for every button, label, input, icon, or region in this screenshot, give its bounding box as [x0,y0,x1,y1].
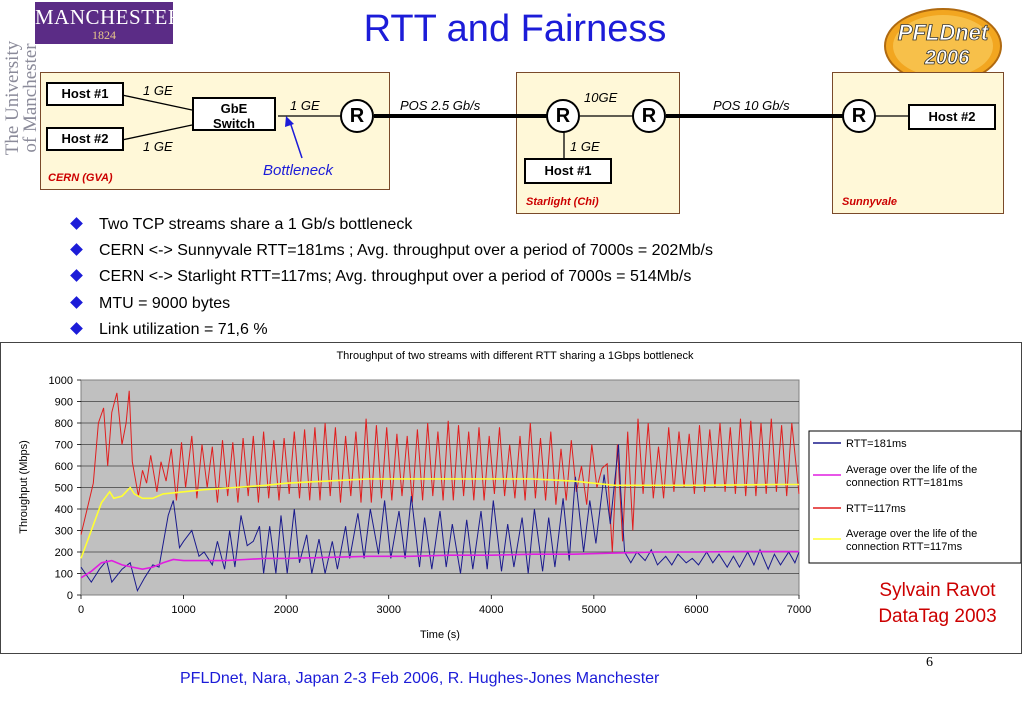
legend-entry: RTT=181ms [846,438,907,450]
pfldnet-logo-line1: PFLDnet [898,20,990,45]
starlight-1ge-label: 1 GE [570,139,600,154]
y-tick-label: 200 [55,547,73,559]
diamond-bullet-icon [70,217,83,230]
footer-text: PFLDnet, Nara, Japan 2-3 Feb 2006, R. Hu… [180,670,660,687]
gbe-switch-box: GbE Switch [192,97,276,131]
sunnyvale-host2-box: Host #2 [908,104,996,130]
credit-line2: DataTag 2003 [878,606,997,627]
cern-host1-box: Host #1 [46,82,124,106]
y-tick-label: 700 [55,440,73,452]
y-tick-label: 600 [55,461,73,473]
y-tick-label: 500 [55,483,73,495]
chart-legend: RTT=181ms Average over the life of the con… [808,430,1022,564]
x-tick-label: 4000 [479,604,503,616]
switch-line2: Switch [213,116,255,131]
page-number: 6 [926,655,933,670]
series-line-2 [80,550,799,579]
router-starlight-right: R [632,99,666,133]
pos1-label: POS 2.5 Gb/s [400,98,481,113]
x-tick-label: 1000 [171,604,195,616]
legend-entry: Average over the life of the connection R… [846,464,977,489]
legend-entry: Average over the life of the connection R… [846,528,977,553]
slide-title: RTT and Fairness [363,8,667,50]
cern-site-label: CERN (GVA) [48,172,113,184]
y-tick-label: 900 [55,397,73,409]
y-axis-label: Throughput (Mbps) [18,440,30,534]
bullet-item: Link utilization = 71,6 % [70,321,268,339]
series-line-4 [80,478,799,559]
x-tick-label: 3000 [376,604,400,616]
cern-link-out-label: 1 GE [290,98,320,113]
diamond-bullet-icon [70,269,83,282]
credit-block: Sylvain Ravot DataTag 2003 [850,578,1023,630]
manchester-logo-text: MANCHESTER [35,5,183,29]
x-axis-label: Time (s) [420,629,460,641]
x-tick-label: 2000 [274,604,298,616]
bottleneck-label: Bottleneck [263,162,334,179]
y-tick-label: 300 [55,526,73,538]
cern-host2-box: Host #2 [46,127,124,151]
x-tick-label: 7000 [787,604,811,616]
router-starlight-left: R [546,99,580,133]
router-cern: R [340,99,374,133]
cern-link-top-label: 1 GE [143,83,173,98]
starlight-host1-box: Host #1 [524,158,612,184]
cern-link-bottom-label: 1 GE [143,139,173,154]
diamond-bullet-icon [70,243,83,256]
sunnyvale-site-label: Sunnyvale [842,196,898,208]
bullet-item: MTU = 9000 bytes [70,295,230,313]
starlight-site-label: Starlight (Chi) [526,196,599,208]
x-tick-label: 5000 [582,604,606,616]
site-starlight [516,72,680,214]
x-tick-label: 6000 [684,604,708,616]
router-sunnyvale: R [842,99,876,133]
switch-line1: GbE [220,101,248,116]
site-sunnyvale [832,72,1004,214]
y-tick-label: 400 [55,504,73,516]
bullet-item: CERN <-> Sunnyvale RTT=181ms ; Avg. thro… [70,242,713,260]
y-tick-label: 1000 [49,375,73,387]
chart-frame: Throughput of two streams with different… [0,342,1022,654]
starlight-10ge-label: 10GE [584,90,618,105]
diagram-links [121,94,910,159]
pfldnet-logo-line2: 2006 [924,47,970,69]
diamond-bullet-icon [70,296,83,309]
legend-entry: RTT=117ms [846,503,906,515]
credit-line1: Sylvain Ravot [879,580,996,601]
diamond-bullet-icon [70,322,83,335]
throughput-chart: Throughput of two streams with different… [18,350,1022,641]
pos2-label: POS 10 Gb/s [713,98,790,113]
bullet-item: Two TCP streams share a 1 Gb/s bottlenec… [70,216,412,234]
y-tick-label: 800 [55,418,73,430]
bullet-item: CERN <-> Starlight RTT=117ms; Avg. throu… [70,268,691,286]
manchester-logo-year: 1824 [92,28,116,42]
y-tick-label: 0 [67,590,73,602]
y-tick-label: 100 [55,569,73,581]
series-line-3 [80,390,800,553]
x-tick-label: 0 [78,604,84,616]
pfldnet-logo: PFLDnet 2006 [884,8,1002,84]
manchester-logo: MANCHESTER 1824 [35,2,183,44]
series-line-1 [80,444,800,593]
chart-title: Throughput of two streams with different… [336,350,694,362]
